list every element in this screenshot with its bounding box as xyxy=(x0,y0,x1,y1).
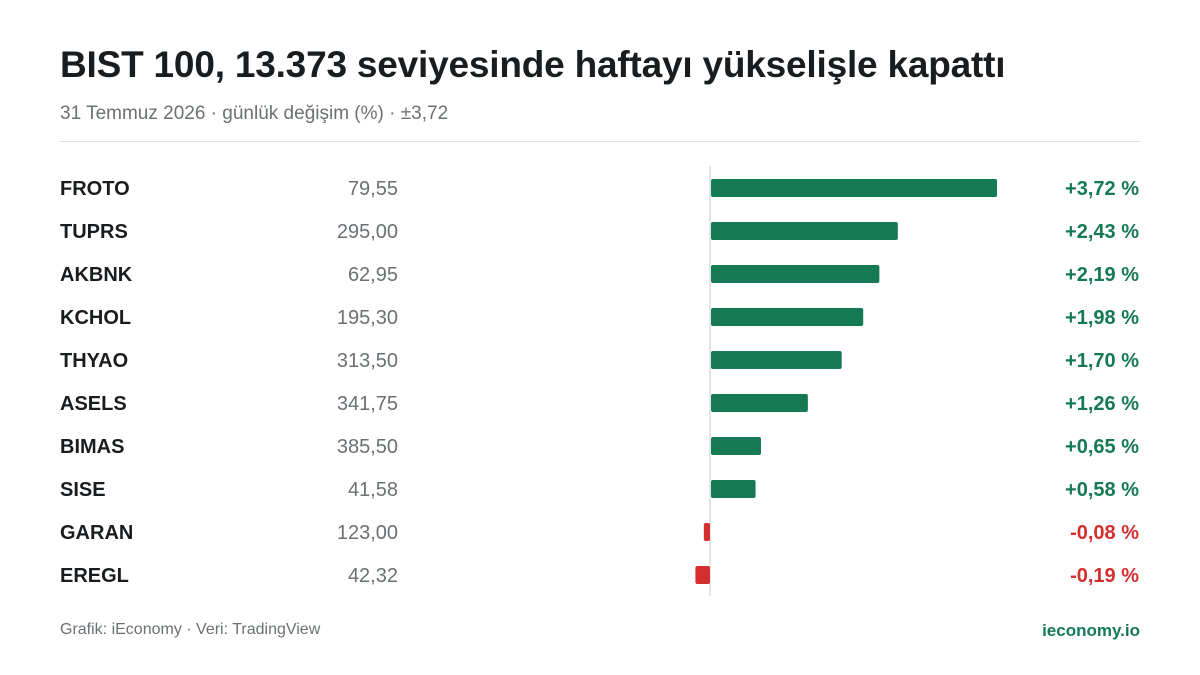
value-label: +3,72 % xyxy=(1065,178,1139,200)
ticker-label: SISE xyxy=(60,479,106,501)
ticker-label: BIMAS xyxy=(60,436,124,458)
ticker-label: AKBNK xyxy=(60,264,133,286)
bar xyxy=(695,566,710,584)
bar xyxy=(711,222,898,240)
bar xyxy=(711,179,997,197)
value-label: -0,19 % xyxy=(1070,565,1139,587)
header-divider xyxy=(60,141,1140,142)
price-label: 313,50 xyxy=(337,350,398,372)
price-label: 62,95 xyxy=(348,264,398,286)
value-label: +2,43 % xyxy=(1065,221,1139,243)
ticker-label: KCHOL xyxy=(60,307,131,329)
ticker-label: EREGL xyxy=(60,565,129,587)
price-label: 41,58 xyxy=(348,479,398,501)
bar xyxy=(711,480,756,498)
value-label: +1,26 % xyxy=(1065,393,1139,415)
chart-title: BIST 100, 13.373 seviyesinde haftayı yük… xyxy=(60,44,1006,85)
value-label: +1,70 % xyxy=(1065,350,1139,372)
price-label: 42,32 xyxy=(348,565,398,587)
price-label: 79,55 xyxy=(348,178,398,200)
bar xyxy=(703,523,710,541)
value-label: +0,58 % xyxy=(1065,479,1139,501)
bar xyxy=(711,437,761,455)
price-label: 123,00 xyxy=(337,522,398,544)
value-label: +2,19 % xyxy=(1065,264,1139,286)
value-label: +1,98 % xyxy=(1065,307,1139,329)
price-label: 385,50 xyxy=(337,436,398,458)
footer-brand-link[interactable]: ieconomy.io xyxy=(1042,621,1140,640)
bar xyxy=(711,351,842,369)
price-label: 295,00 xyxy=(337,221,398,243)
price-label: 341,75 xyxy=(337,393,398,415)
ticker-label: TUPRS xyxy=(60,221,128,243)
chart-subtitle: 31 Temmuz 2026 · günlük değişim (%) · ±3… xyxy=(60,103,449,124)
ticker-label: GARAN xyxy=(60,522,133,544)
value-label: -0,08 % xyxy=(1070,522,1139,544)
footer-credit: Grafik: iEconomy · Veri: TradingView xyxy=(60,621,321,638)
value-label: +0,65 % xyxy=(1065,436,1139,458)
ticker-label: FROTO xyxy=(60,178,130,200)
bar xyxy=(711,308,864,326)
bar xyxy=(711,265,880,283)
price-label: 195,30 xyxy=(337,307,398,329)
ticker-label: ASELS xyxy=(60,393,127,415)
ticker-label: THYAO xyxy=(60,350,128,372)
bar xyxy=(711,394,808,412)
